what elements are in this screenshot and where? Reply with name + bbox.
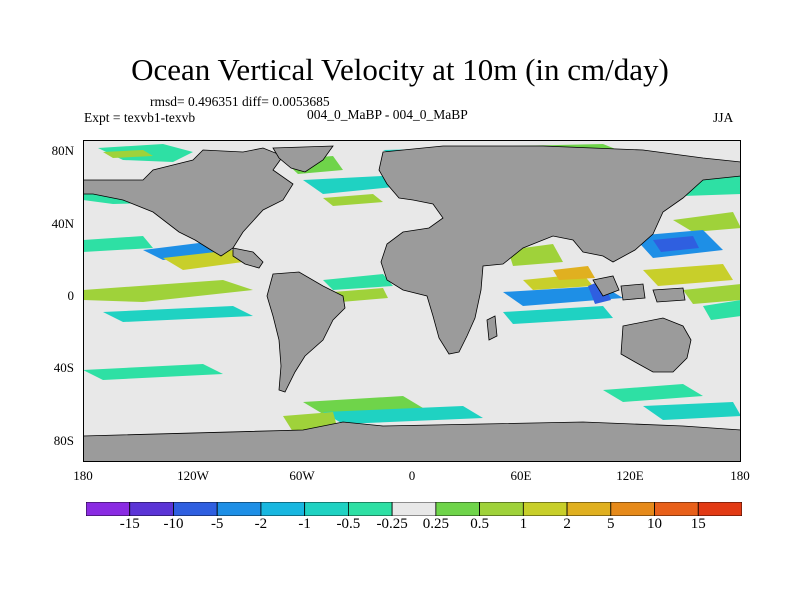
land-masses: [83, 145, 741, 462]
x-tick-label: 180: [73, 468, 93, 483]
anomaly-patch: [83, 236, 153, 252]
plot-title: Ocean Vertical Velocity at 10m (in cm/da…: [131, 52, 669, 87]
anomaly-patch: [503, 306, 613, 324]
land-south-america: [266, 271, 346, 393]
anomaly-patch: [323, 274, 393, 290]
y-tick-label: 80S: [53, 433, 74, 448]
x-tick-label: 180: [730, 468, 750, 483]
colorbar-box: [479, 502, 524, 516]
colorbar-label: -15: [119, 516, 140, 532]
colorbar-box: [697, 502, 742, 516]
land-antarctica: [83, 421, 741, 462]
anomaly-patch: [643, 402, 741, 420]
land-australia: [620, 317, 692, 373]
land-maritime: [652, 287, 686, 303]
x-tick-label: 120W: [177, 468, 209, 483]
anomaly-patch: [333, 288, 388, 302]
colorbar-label: 5: [607, 516, 615, 532]
colorbar-box: [522, 502, 568, 516]
anomaly-patch: [303, 176, 403, 194]
colorbar-box: [566, 502, 612, 516]
y-tick-label: 0: [67, 288, 75, 303]
colorbar-label: 1: [519, 516, 528, 532]
case-label: 004_0_MaBP - 004_0_MaBP: [307, 107, 468, 122]
colorbar-box: [654, 502, 699, 516]
land-north-america: [83, 147, 294, 257]
anomaly-patch: [683, 284, 741, 304]
anomaly-patch: [83, 364, 223, 380]
x-tick-label: 60E: [510, 468, 532, 483]
colorbar-box: [129, 502, 174, 516]
anomaly-patch: [323, 194, 383, 206]
colorbar: [86, 502, 742, 516]
land-maritime: [592, 275, 620, 297]
anomaly-patch: [553, 266, 595, 280]
x-tick-label: 60W: [289, 468, 315, 483]
colorbar-label: 2: [563, 516, 571, 532]
colorbar-box: [260, 502, 306, 516]
colorbar-label: 0.5: [470, 516, 489, 532]
y-tick-label: 80N: [51, 143, 74, 158]
experiment-label: Expt = texvb1-texvb: [84, 110, 196, 125]
anomaly-patch: [673, 212, 741, 232]
colorbar-box: [610, 502, 655, 516]
colorbar-label: -0.5: [336, 516, 361, 532]
land-eurasia-africa: [378, 145, 741, 355]
land-greenland: [272, 145, 334, 173]
colorbar-label: 10: [647, 516, 663, 532]
x-tick-label: 0: [408, 468, 416, 483]
land-maritime: [620, 283, 646, 301]
land-central-america: [232, 247, 264, 269]
anomaly-patch: [643, 264, 733, 286]
colorbar-label: -1: [298, 516, 311, 532]
colorbar-label: -2: [254, 516, 268, 532]
land-madagascar: [486, 315, 498, 341]
anomaly-patch: [83, 280, 253, 302]
anomaly-patch: [323, 406, 483, 424]
colorbar-box: [216, 502, 262, 516]
map-frame: [83, 140, 741, 462]
season-label: JJA: [713, 110, 734, 125]
y-tick-label: 40N: [51, 216, 74, 231]
colorbar-label: 0.25: [422, 516, 449, 532]
anomaly-patch: [103, 150, 153, 158]
colorbar-label: -5: [210, 516, 224, 532]
colorbar-box: [304, 502, 349, 516]
colorbar-box: [347, 502, 393, 516]
colorbar-label: -10: [163, 516, 184, 532]
colorbar-box: [173, 502, 218, 516]
y-tick-label: 40S: [53, 360, 74, 375]
colorbar-label: 15: [690, 516, 706, 532]
anomaly-patch: [653, 236, 699, 252]
colorbar-box: [435, 502, 481, 516]
stats-label: rmsd= 0.496351 diff= 0.0053685: [150, 94, 330, 109]
anomaly-patch: [703, 300, 741, 320]
anomaly-patch: [603, 384, 703, 402]
x-tick-label: 120E: [616, 468, 644, 483]
anomaly-patch: [103, 306, 253, 322]
colorbar-box: [86, 502, 131, 516]
ocean-velocity-map: [83, 140, 741, 462]
colorbar-box: [391, 502, 437, 516]
colorbar-label: -0.25: [376, 516, 408, 532]
